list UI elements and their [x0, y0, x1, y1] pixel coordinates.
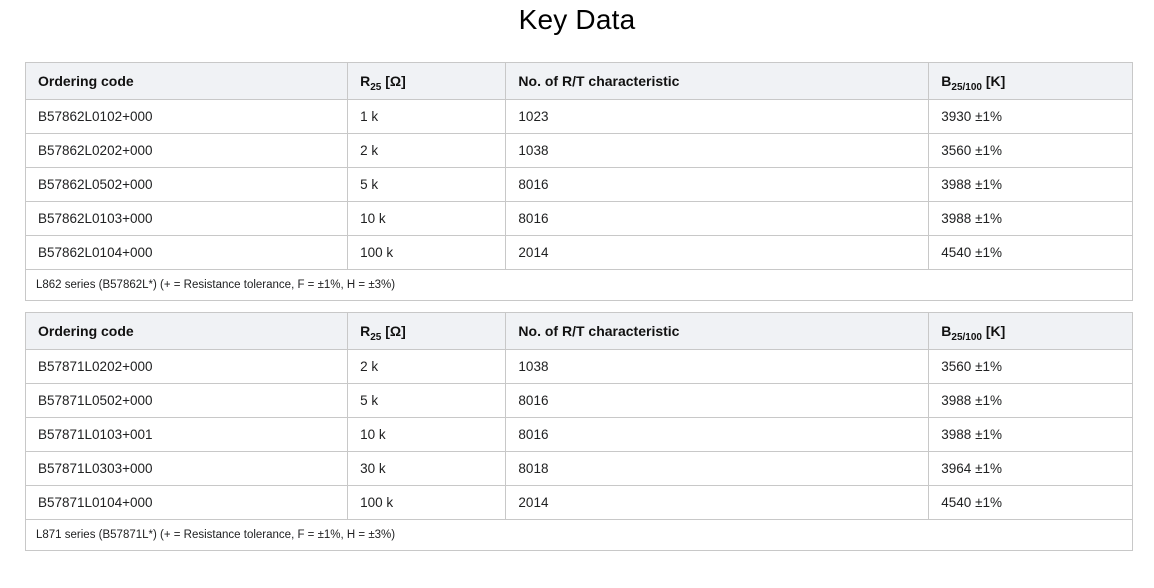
table-cell: 30 k: [347, 451, 507, 486]
table-cell: 100 k: [347, 485, 507, 520]
header-label: No. of R/T characteristic: [518, 323, 680, 339]
table-cell: B57862L0102+000: [24, 99, 349, 134]
table-cell: 3560 ±1%: [928, 133, 1133, 168]
table-cell: B57871L0202+000: [24, 349, 349, 384]
table-cell: 5 k: [347, 383, 507, 418]
header-unit: [Ω]: [381, 323, 406, 339]
table-cell: 3930 ±1%: [928, 99, 1133, 134]
table-cell: 3560 ±1%: [928, 349, 1133, 384]
table-cell: 8018: [505, 451, 930, 486]
key-data-table-l871: Ordering code R25 [Ω] No. of R/T charact…: [24, 312, 1133, 551]
table-row: B57862L0104+000 100 k 2014 4540 ±1%: [24, 235, 1133, 270]
header-unit: [Ω]: [381, 73, 406, 89]
table-cell: 3988 ±1%: [928, 417, 1133, 452]
table-cell: 2 k: [347, 349, 507, 384]
column-header-ordering-code: Ordering code: [24, 312, 349, 350]
header-unit: [K]: [982, 323, 1006, 339]
table-row: B57871L0202+000 2 k 1038 3560 ±1%: [24, 349, 1133, 384]
header-label: R: [360, 73, 371, 89]
table-cell: 100 k: [347, 235, 507, 270]
column-header-b25-100: B25/100 [K]: [928, 312, 1133, 350]
column-header-b25-100: B25/100 [K]: [928, 62, 1133, 100]
header-label: R: [360, 323, 371, 339]
key-data-table-l862: Ordering code R25 [Ω] No. of R/T charact…: [24, 62, 1133, 301]
table-cell: 8016: [505, 417, 930, 452]
table-cell: 1023: [505, 99, 930, 134]
header-row: Ordering code R25 [Ω] No. of R/T charact…: [24, 312, 1133, 350]
header-row: Ordering code R25 [Ω] No. of R/T charact…: [24, 62, 1133, 100]
table-row: B57871L0103+001 10 k 8016 3988 ±1%: [24, 417, 1133, 452]
table-cell: 2014: [505, 235, 930, 270]
series-note: L871 series (B57871L*) (+ = Resistance t…: [25, 519, 1133, 551]
table-cell: 5 k: [347, 167, 507, 202]
table-row: B57862L0502+000 5 k 8016 3988 ±1%: [24, 167, 1133, 202]
table-cell: 1 k: [347, 99, 507, 134]
header-subscript: 25: [370, 331, 382, 343]
header-label: Ordering code: [38, 73, 134, 89]
table-cell: 2014: [505, 485, 930, 520]
table-row: B57871L0104+000 100 k 2014 4540 ±1%: [24, 485, 1133, 520]
column-header-rt-characteristic: No. of R/T characteristic: [505, 312, 930, 350]
column-header-rt-characteristic: No. of R/T characteristic: [505, 62, 930, 100]
table-cell: B57862L0103+000: [24, 201, 349, 236]
table-row: B57862L0102+000 1 k 1023 3930 ±1%: [24, 99, 1133, 134]
table-cell: 2 k: [347, 133, 507, 168]
table-header: Ordering code R25 [Ω] No. of R/T charact…: [24, 312, 1133, 350]
table-cell: B57871L0502+000: [24, 383, 349, 418]
table-body: B57871L0202+000 2 k 1038 3560 ±1% B57871L050…: [24, 349, 1133, 520]
series-note: L862 series (B57862L*) (+ = Resistance t…: [25, 269, 1133, 301]
table-row: B57871L0303+000 30 k 8018 3964 ±1%: [24, 451, 1133, 486]
table-row: B57871L0502+000 5 k 8016 3988 ±1%: [24, 383, 1133, 418]
table-cell: 1038: [505, 349, 930, 384]
table-cell: 3988 ±1%: [928, 201, 1133, 236]
footer-row: L871 series (B57871L*) (+ = Resistance t…: [25, 519, 1133, 551]
header-label: B: [941, 73, 952, 89]
header-subscript: 25/100: [951, 331, 982, 343]
table-cell: B57871L0104+000: [24, 485, 349, 520]
table-header: Ordering code R25 [Ω] No. of R/T charact…: [24, 62, 1133, 100]
header-unit: [K]: [982, 73, 1006, 89]
header-subscript: 25: [370, 81, 382, 93]
table-cell: 4540 ±1%: [928, 485, 1133, 520]
column-header-ordering-code: Ordering code: [24, 62, 349, 100]
table-row: B57862L0103+000 10 k 8016 3988 ±1%: [24, 201, 1133, 236]
table-cell: 8016: [505, 201, 930, 236]
column-header-r25: R25 [Ω]: [347, 312, 507, 350]
table-cell: 8016: [505, 383, 930, 418]
table-footer: L862 series (B57862L*) (+ = Resistance t…: [25, 269, 1133, 301]
table-cell: 10 k: [347, 201, 507, 236]
table-cell: 1038: [505, 133, 930, 168]
header-label: B: [941, 323, 952, 339]
table-cell: 3964 ±1%: [928, 451, 1133, 486]
column-header-r25: R25 [Ω]: [347, 62, 507, 100]
tables-container: Ordering code R25 [Ω] No. of R/T charact…: [24, 62, 1133, 551]
table-cell: B57862L0202+000: [24, 133, 349, 168]
table-cell: 8016: [505, 167, 930, 202]
table-cell: 10 k: [347, 417, 507, 452]
header-subscript: 25/100: [951, 81, 982, 93]
page-title: Key Data: [518, 4, 636, 35]
table-cell: 3988 ±1%: [928, 167, 1133, 202]
table-cell: B57871L0303+000: [24, 451, 349, 486]
table-cell: B57871L0103+001: [24, 417, 349, 452]
table-cell: 3988 ±1%: [928, 383, 1133, 418]
table-cell: B57862L0104+000: [24, 235, 349, 270]
header-label: No. of R/T characteristic: [518, 73, 680, 89]
table-cell: 4540 ±1%: [928, 235, 1133, 270]
table-row: B57862L0202+000 2 k 1038 3560 ±1%: [24, 133, 1133, 168]
header-label: Ordering code: [38, 323, 134, 339]
table-body: B57862L0102+000 1 k 1023 3930 ±1% B57862L020…: [24, 99, 1133, 270]
table-footer: L871 series (B57871L*) (+ = Resistance t…: [25, 519, 1133, 551]
table-cell: B57862L0502+000: [24, 167, 349, 202]
footer-row: L862 series (B57862L*) (+ = Resistance t…: [25, 269, 1133, 301]
